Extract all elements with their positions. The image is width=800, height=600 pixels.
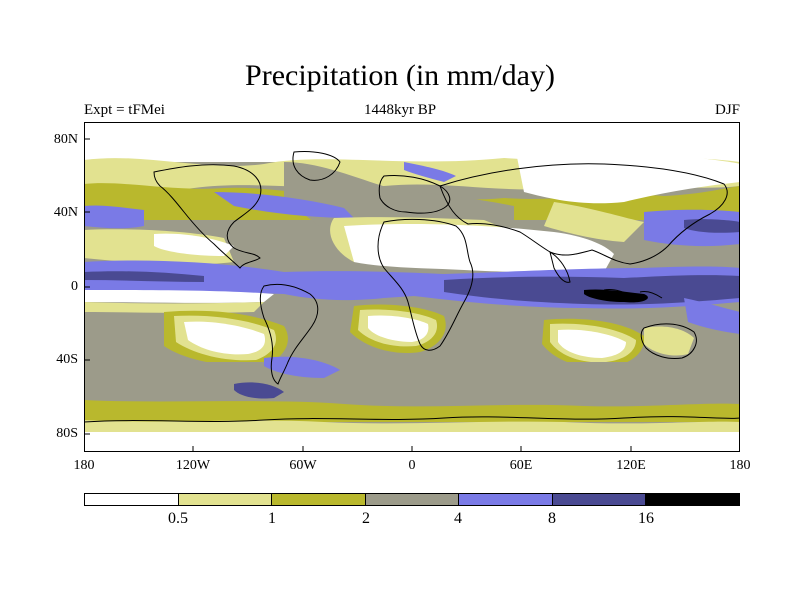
north-pacific-dark bbox=[684, 219, 740, 233]
lat-label-40s: 40S bbox=[56, 352, 78, 367]
colorbar-box bbox=[178, 494, 273, 505]
lon-label-60e: 60E bbox=[509, 458, 533, 473]
spcz-blue bbox=[684, 298, 740, 334]
axis-ticks bbox=[84, 138, 632, 452]
africa-coast bbox=[377, 218, 474, 351]
north-america-coast bbox=[153, 164, 262, 269]
maritime-islands bbox=[603, 289, 663, 299]
experiment-label: Expt = tFMei bbox=[84, 102, 165, 118]
indian-subcontinent bbox=[549, 250, 571, 283]
ne-pacific-subtropic-dry bbox=[154, 233, 234, 256]
asia-coast bbox=[439, 163, 728, 265]
s-indian-dry bbox=[558, 329, 626, 358]
northeast-pacific-blue bbox=[84, 205, 144, 229]
asia-dry bbox=[514, 142, 740, 204]
colorbar-label: 0.5 bbox=[168, 510, 188, 527]
lat-label-0: 0 bbox=[71, 279, 78, 294]
antarctic-yellow bbox=[84, 420, 740, 434]
colorbar-label: 8 bbox=[548, 510, 556, 527]
lon-label-60w: 60W bbox=[289, 458, 317, 473]
norwegian-blue bbox=[404, 162, 456, 182]
season-label: DJF bbox=[714, 102, 740, 118]
colorbar bbox=[84, 493, 740, 506]
south-america-coast bbox=[259, 283, 319, 385]
central-asia-dry bbox=[544, 202, 644, 242]
lon-label-0: 0 bbox=[408, 458, 416, 473]
colorbar-label: 4 bbox=[454, 510, 462, 527]
colorbar-box bbox=[85, 494, 179, 505]
colorbar-label: 16 bbox=[638, 510, 654, 527]
east-pacific-itcz-dark bbox=[84, 271, 204, 282]
north-atlantic-blue bbox=[214, 192, 354, 218]
antarctica-coast bbox=[84, 416, 740, 423]
europe-coast bbox=[378, 175, 451, 214]
colorbar-box bbox=[272, 494, 366, 505]
coastlines bbox=[84, 151, 740, 423]
lat-label-80s: 80S bbox=[56, 426, 78, 441]
greenland-coast bbox=[292, 151, 341, 181]
lon-label-120e: 120E bbox=[616, 458, 646, 473]
colorbar-box bbox=[459, 494, 553, 505]
se-pacific-dry bbox=[184, 321, 266, 355]
colorbar-box bbox=[365, 494, 460, 505]
cold-tongue-dry bbox=[84, 290, 274, 303]
cold-tongue-yellow bbox=[84, 302, 264, 313]
precipitation-map bbox=[84, 122, 740, 452]
southern-ocean-gray bbox=[84, 362, 740, 402]
colorbar-box bbox=[552, 494, 647, 505]
colorbar-box bbox=[646, 494, 740, 505]
antarctic-olive bbox=[84, 400, 740, 422]
lon-label-120w: 120W bbox=[175, 458, 211, 473]
australia-dry bbox=[644, 326, 694, 356]
lon-label-180e: 180 bbox=[729, 458, 751, 473]
lat-label-80n: 80N bbox=[53, 132, 78, 147]
plot-title: Precipitation (in mm/day) bbox=[245, 59, 555, 92]
lat-label-40n: 40N bbox=[53, 205, 78, 220]
sahara-dry bbox=[344, 224, 614, 273]
time-label: 1448kyr BP bbox=[363, 102, 437, 118]
colorbar-label: 1 bbox=[268, 510, 276, 527]
antarctic-dry bbox=[84, 432, 740, 452]
maritime-continent-max bbox=[584, 289, 648, 303]
australia-coast bbox=[640, 323, 697, 359]
southern-ocean-dark-patch bbox=[234, 382, 284, 399]
lon-label-180w: 180 bbox=[73, 458, 95, 473]
colorbar-label: 2 bbox=[362, 510, 370, 527]
